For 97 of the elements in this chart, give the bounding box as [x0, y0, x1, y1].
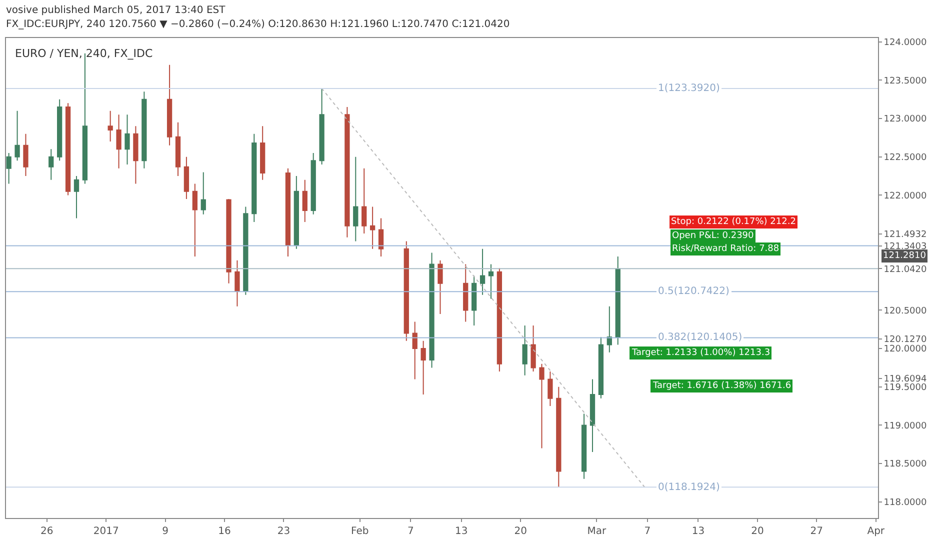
candlestick: [234, 260, 240, 307]
y-tick-label: 121.0420: [884, 264, 928, 275]
candlestick: [116, 114, 122, 169]
candlestick: [23, 133, 28, 177]
y-tick-label: 123.0000: [884, 114, 928, 125]
candlestick: [184, 156, 190, 200]
candlestick: [108, 110, 113, 142]
candlestick: [598, 336, 604, 399]
candlestick: [310, 152, 316, 215]
annotation: Open P&L: 0.2390: [672, 231, 754, 241]
candlestick: [488, 264, 494, 300]
text: vosive published March 05, 2017 13:40 EST: [6, 5, 226, 16]
candlestick: [480, 248, 486, 296]
text: FX_IDC:EURJPY, 240 120.7560 ▼ −0.2860 (−0.24%) O:120.8630 H:121.1960 L:120.7470 C:121.0420: [6, 19, 510, 30]
candlestick: [606, 306, 612, 353]
x-tick-label: 20: [514, 526, 527, 537]
x-tick-label: 7: [644, 526, 651, 537]
y-tick-label: 119.6094: [884, 374, 928, 385]
candlestick: [353, 156, 358, 242]
ref-line-label: 0.5(120.7422): [658, 286, 730, 297]
x-tick-label: 13: [455, 526, 468, 537]
y-tick-label: 122.0000: [884, 191, 928, 202]
candlestick: [412, 321, 418, 380]
candlestick: [74, 176, 80, 219]
candlestick: [463, 264, 468, 322]
x-tick-label: 20: [751, 526, 764, 537]
annotation: Target: 1.2133 (1.00%) 1213.3: [631, 348, 770, 358]
candlestick: [362, 168, 367, 234]
annotation: Risk/Reward Ratio: 7.88: [672, 244, 780, 254]
x-tick-label: Feb: [351, 526, 369, 537]
candlestick: [556, 386, 562, 488]
x-tick-label: 26: [40, 526, 54, 537]
candlestick: [420, 340, 426, 396]
candlestick: [548, 371, 553, 407]
candlestick: [404, 240, 409, 342]
x-tick-label: 7: [407, 526, 414, 537]
x-tick-label: 16: [218, 526, 231, 537]
candlestick: [142, 91, 147, 169]
candlestick: [6, 152, 12, 184]
candlestick: [294, 176, 299, 250]
candlestick: [285, 168, 291, 258]
candlestick: [200, 172, 206, 215]
y-tick-label: 120.0000: [884, 344, 928, 355]
y-tick-label: 120.1270: [884, 334, 928, 345]
candlestick: [319, 88, 324, 166]
candlestick: [14, 110, 20, 162]
annotation: Target: 1.6716 (1.38%) 1671.6: [652, 381, 792, 391]
x-tick-label: Apr: [867, 526, 886, 537]
candlestick: [344, 106, 350, 238]
x-tick-label: 9: [162, 526, 168, 537]
x-tick-label: 23: [277, 526, 290, 537]
ref-line-label: 1(123.3920): [658, 83, 720, 94]
y-tick-label: 121.3403: [884, 242, 927, 252]
candlestick: [370, 206, 376, 250]
candlestick: [133, 126, 138, 184]
y-tick-label: 118.5000: [884, 460, 928, 470]
y-tick-label: 119.5000: [884, 383, 928, 394]
y-tick-label: 123.5000: [884, 76, 928, 86]
ref-line-label: 0.382(120.1405): [658, 332, 742, 343]
y-tick-label: 119.0000: [884, 421, 928, 432]
candlestick: [57, 98, 62, 162]
candlestick: [243, 206, 248, 296]
annotation: Stop: 0.2122 (0.17%) 212.2: [671, 217, 796, 227]
candlestick: [581, 413, 587, 480]
candlestick: [590, 378, 596, 453]
candlestick: [615, 256, 620, 346]
candlestick: [175, 122, 181, 177]
y-tick-label: 121.4932: [884, 230, 927, 240]
text: EURO / YEN, 240, FX_IDC: [15, 47, 153, 60]
y-tick-label: 122.5000: [884, 153, 928, 163]
candlestick: [378, 218, 384, 258]
ref-line-label: 0(118.1924): [658, 482, 720, 493]
candlestick: [260, 126, 266, 180]
candlestick: [472, 275, 477, 326]
candlestick: [82, 52, 88, 184]
x-tick-label: 2017: [93, 526, 119, 537]
y-tick-label: 124.0000: [884, 38, 928, 48]
y-tick-label: 120.5000: [884, 306, 928, 316]
candlestick: [124, 114, 130, 166]
candlestick: [522, 325, 528, 376]
x-tick-label: Mar: [587, 526, 608, 537]
y-tick-label: 118.0000: [884, 498, 928, 508]
x-tick-label: 27: [810, 526, 824, 537]
candlestick: [192, 183, 198, 258]
candlestick: [496, 268, 502, 372]
candlestick: [438, 260, 443, 315]
candlestick: [226, 198, 232, 284]
candlestick: [429, 252, 434, 368]
candlestick: [530, 325, 536, 372]
candlestick: [48, 148, 54, 180]
candlestick: [302, 179, 308, 223]
candlestick: [539, 363, 544, 449]
x-tick-label: 13: [692, 526, 705, 537]
candlestick: [166, 64, 172, 146]
candlestick: [65, 102, 71, 196]
text: 121.2810: [883, 251, 926, 261]
candlestick: [252, 133, 257, 223]
